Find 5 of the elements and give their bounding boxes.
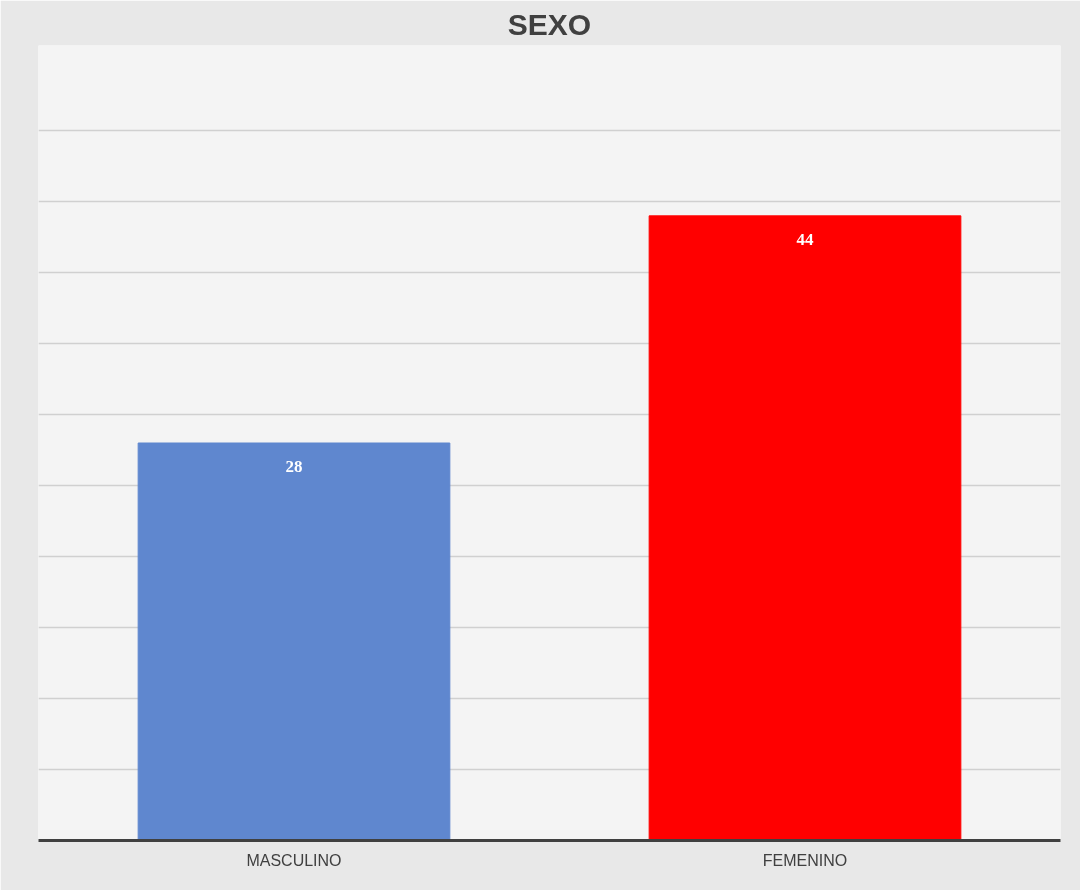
x-tick-label: FEMENINO — [762, 851, 848, 869]
data-label: 28 — [285, 457, 303, 476]
data-label: 44 — [796, 229, 814, 249]
x-tick-label: MASCULINO — [246, 851, 342, 869]
chart-title: SEXO — [507, 7, 592, 41]
